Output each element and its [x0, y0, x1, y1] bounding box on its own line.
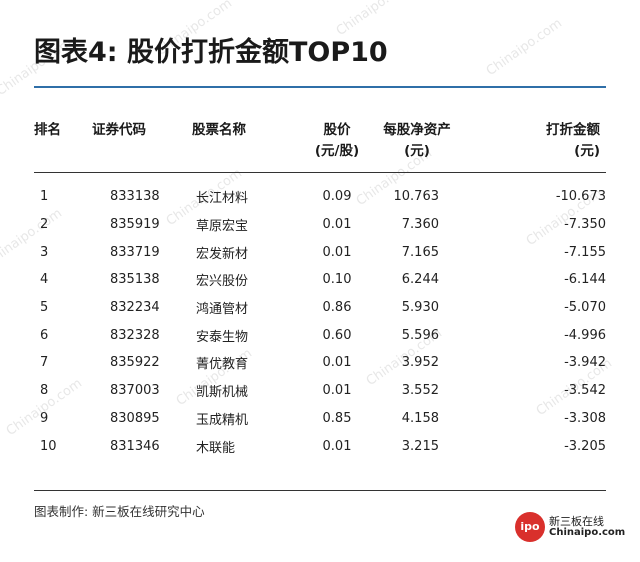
logo-name-cn: 新三板在线 [549, 515, 604, 528]
cell-rank: 8 [40, 383, 49, 399]
cell-discount: -10.673 [555, 189, 606, 205]
footer-divider [34, 490, 606, 491]
cell-name: 木联能 [196, 440, 236, 456]
cell-rank: 10 [40, 438, 57, 454]
cell-name: 长江材料 [196, 191, 249, 207]
cell-rank: 6 [40, 327, 49, 343]
cell-rank: 4 [40, 272, 49, 288]
cell-price: 0.01 [322, 217, 352, 233]
cell-nav: 4.158 [401, 410, 439, 426]
cell-name: 草原宏宝 [196, 219, 249, 235]
cell-nav: 3.552 [401, 383, 439, 399]
cell-nav: 6.244 [401, 272, 439, 288]
cell-nav: 3.215 [401, 438, 439, 454]
cell-price: 0.01 [322, 438, 352, 454]
cell-price: 0.85 [322, 410, 352, 426]
cell-nav: 5.596 [401, 327, 439, 343]
cell-name: 鸿通管材 [196, 302, 249, 318]
table-row: 3 833719 宏发新材 0.01 7.165 -7.155 [34, 238, 606, 266]
cell-discount: -7.350 [564, 217, 606, 233]
cell-code: 835922 [110, 355, 160, 371]
cell-name: 菁优教育 [196, 357, 249, 373]
discount-table: 排名 证券代码 股票名称 股价 (元/股) 每股净资产 (元) 打折金额 (元) 1 … [34, 120, 606, 460]
cell-code: 831346 [110, 438, 160, 454]
cell-discount: -3.942 [564, 355, 606, 371]
logo-mark-icon: ipo [515, 512, 545, 542]
cell-rank: 7 [40, 355, 49, 371]
table-row: 8 837003 凯斯机械 0.01 3.552 -3.542 [34, 377, 606, 405]
cell-nav: 3.952 [401, 355, 439, 371]
table-row: 5 832234 鸿通管材 0.86 5.930 -5.070 [34, 294, 606, 322]
header-name: 股票名称 [192, 120, 307, 173]
table-header-row: 排名 证券代码 股票名称 股价 (元/股) 每股净资产 (元) 打折金额 (元) [34, 120, 606, 173]
cell-code: 833719 [110, 244, 160, 260]
cell-name: 安泰生物 [196, 329, 249, 345]
cell-price: 0.86 [322, 300, 352, 316]
cell-nav: 10.763 [393, 189, 440, 205]
cell-discount: -7.155 [564, 244, 606, 260]
cell-rank: 3 [40, 244, 49, 260]
header-discount: 打折金额 (元) [467, 120, 606, 173]
cell-price: 0.01 [322, 355, 352, 371]
logo-name-en: Chinaipo.com [549, 527, 626, 538]
cell-nav: 7.360 [401, 217, 439, 233]
table-row: 6 832328 安泰生物 0.60 5.596 -4.996 [34, 321, 606, 349]
cell-code: 835138 [110, 272, 160, 288]
cell-discount: -5.070 [564, 300, 606, 316]
cell-discount: -3.542 [564, 383, 606, 399]
header-price: 股价 (元/股) [307, 120, 367, 173]
cell-name: 玉成精机 [196, 412, 249, 428]
brand-logo: ipo 新三板在线 Chinaipo.com [515, 512, 625, 542]
cell-rank: 5 [40, 300, 49, 316]
cell-code: 830895 [110, 410, 160, 426]
cell-name: 宏发新材 [196, 246, 249, 262]
cell-code: 837003 [110, 383, 160, 399]
cell-price: 0.10 [322, 272, 352, 288]
cell-rank: 9 [40, 410, 49, 426]
cell-code: 832234 [110, 300, 160, 316]
cell-code: 833138 [110, 189, 160, 205]
cell-code: 832328 [110, 327, 160, 343]
cell-discount: -6.144 [564, 272, 606, 288]
watermark-text: Chinaipo.com [483, 15, 565, 80]
cell-code: 835919 [110, 217, 160, 233]
table-row: 1 833138 长江材料 0.09 10.763 -10.673 [34, 173, 606, 211]
table-row: 7 835922 菁优教育 0.01 3.952 -3.942 [34, 349, 606, 377]
cell-nav: 7.165 [401, 244, 439, 260]
source-note: 图表制作: 新三板在线研究中心 [34, 504, 205, 519]
cell-name: 凯斯机械 [196, 385, 249, 401]
cell-price: 0.09 [322, 189, 352, 205]
cell-discount: -3.308 [564, 410, 606, 426]
cell-discount: -4.996 [564, 327, 606, 343]
table-row: 9 830895 玉成精机 0.85 4.158 -3.308 [34, 405, 606, 433]
page-title: 图表4: 股价打折金额TOP10 [34, 37, 388, 68]
cell-nav: 5.930 [401, 300, 439, 316]
cell-price: 0.01 [322, 244, 352, 260]
cell-discount: -3.205 [564, 438, 606, 454]
table-row: 4 835138 宏兴股份 0.10 6.244 -6.144 [34, 266, 606, 294]
table-row: 10 831346 木联能 0.01 3.215 -3.205 [34, 432, 606, 460]
cell-price: 0.01 [322, 383, 352, 399]
cell-name: 宏兴股份 [196, 274, 249, 290]
title-divider [34, 86, 606, 88]
cell-rank: 1 [40, 189, 49, 205]
table-row: 2 835919 草原宏宝 0.01 7.360 -7.350 [34, 211, 606, 239]
cell-rank: 2 [40, 217, 49, 233]
header-code: 证券代码 [92, 120, 192, 173]
header-nav: 每股净资产 (元) [367, 120, 467, 173]
cell-price: 0.60 [322, 327, 352, 343]
header-rank: 排名 [34, 120, 92, 173]
